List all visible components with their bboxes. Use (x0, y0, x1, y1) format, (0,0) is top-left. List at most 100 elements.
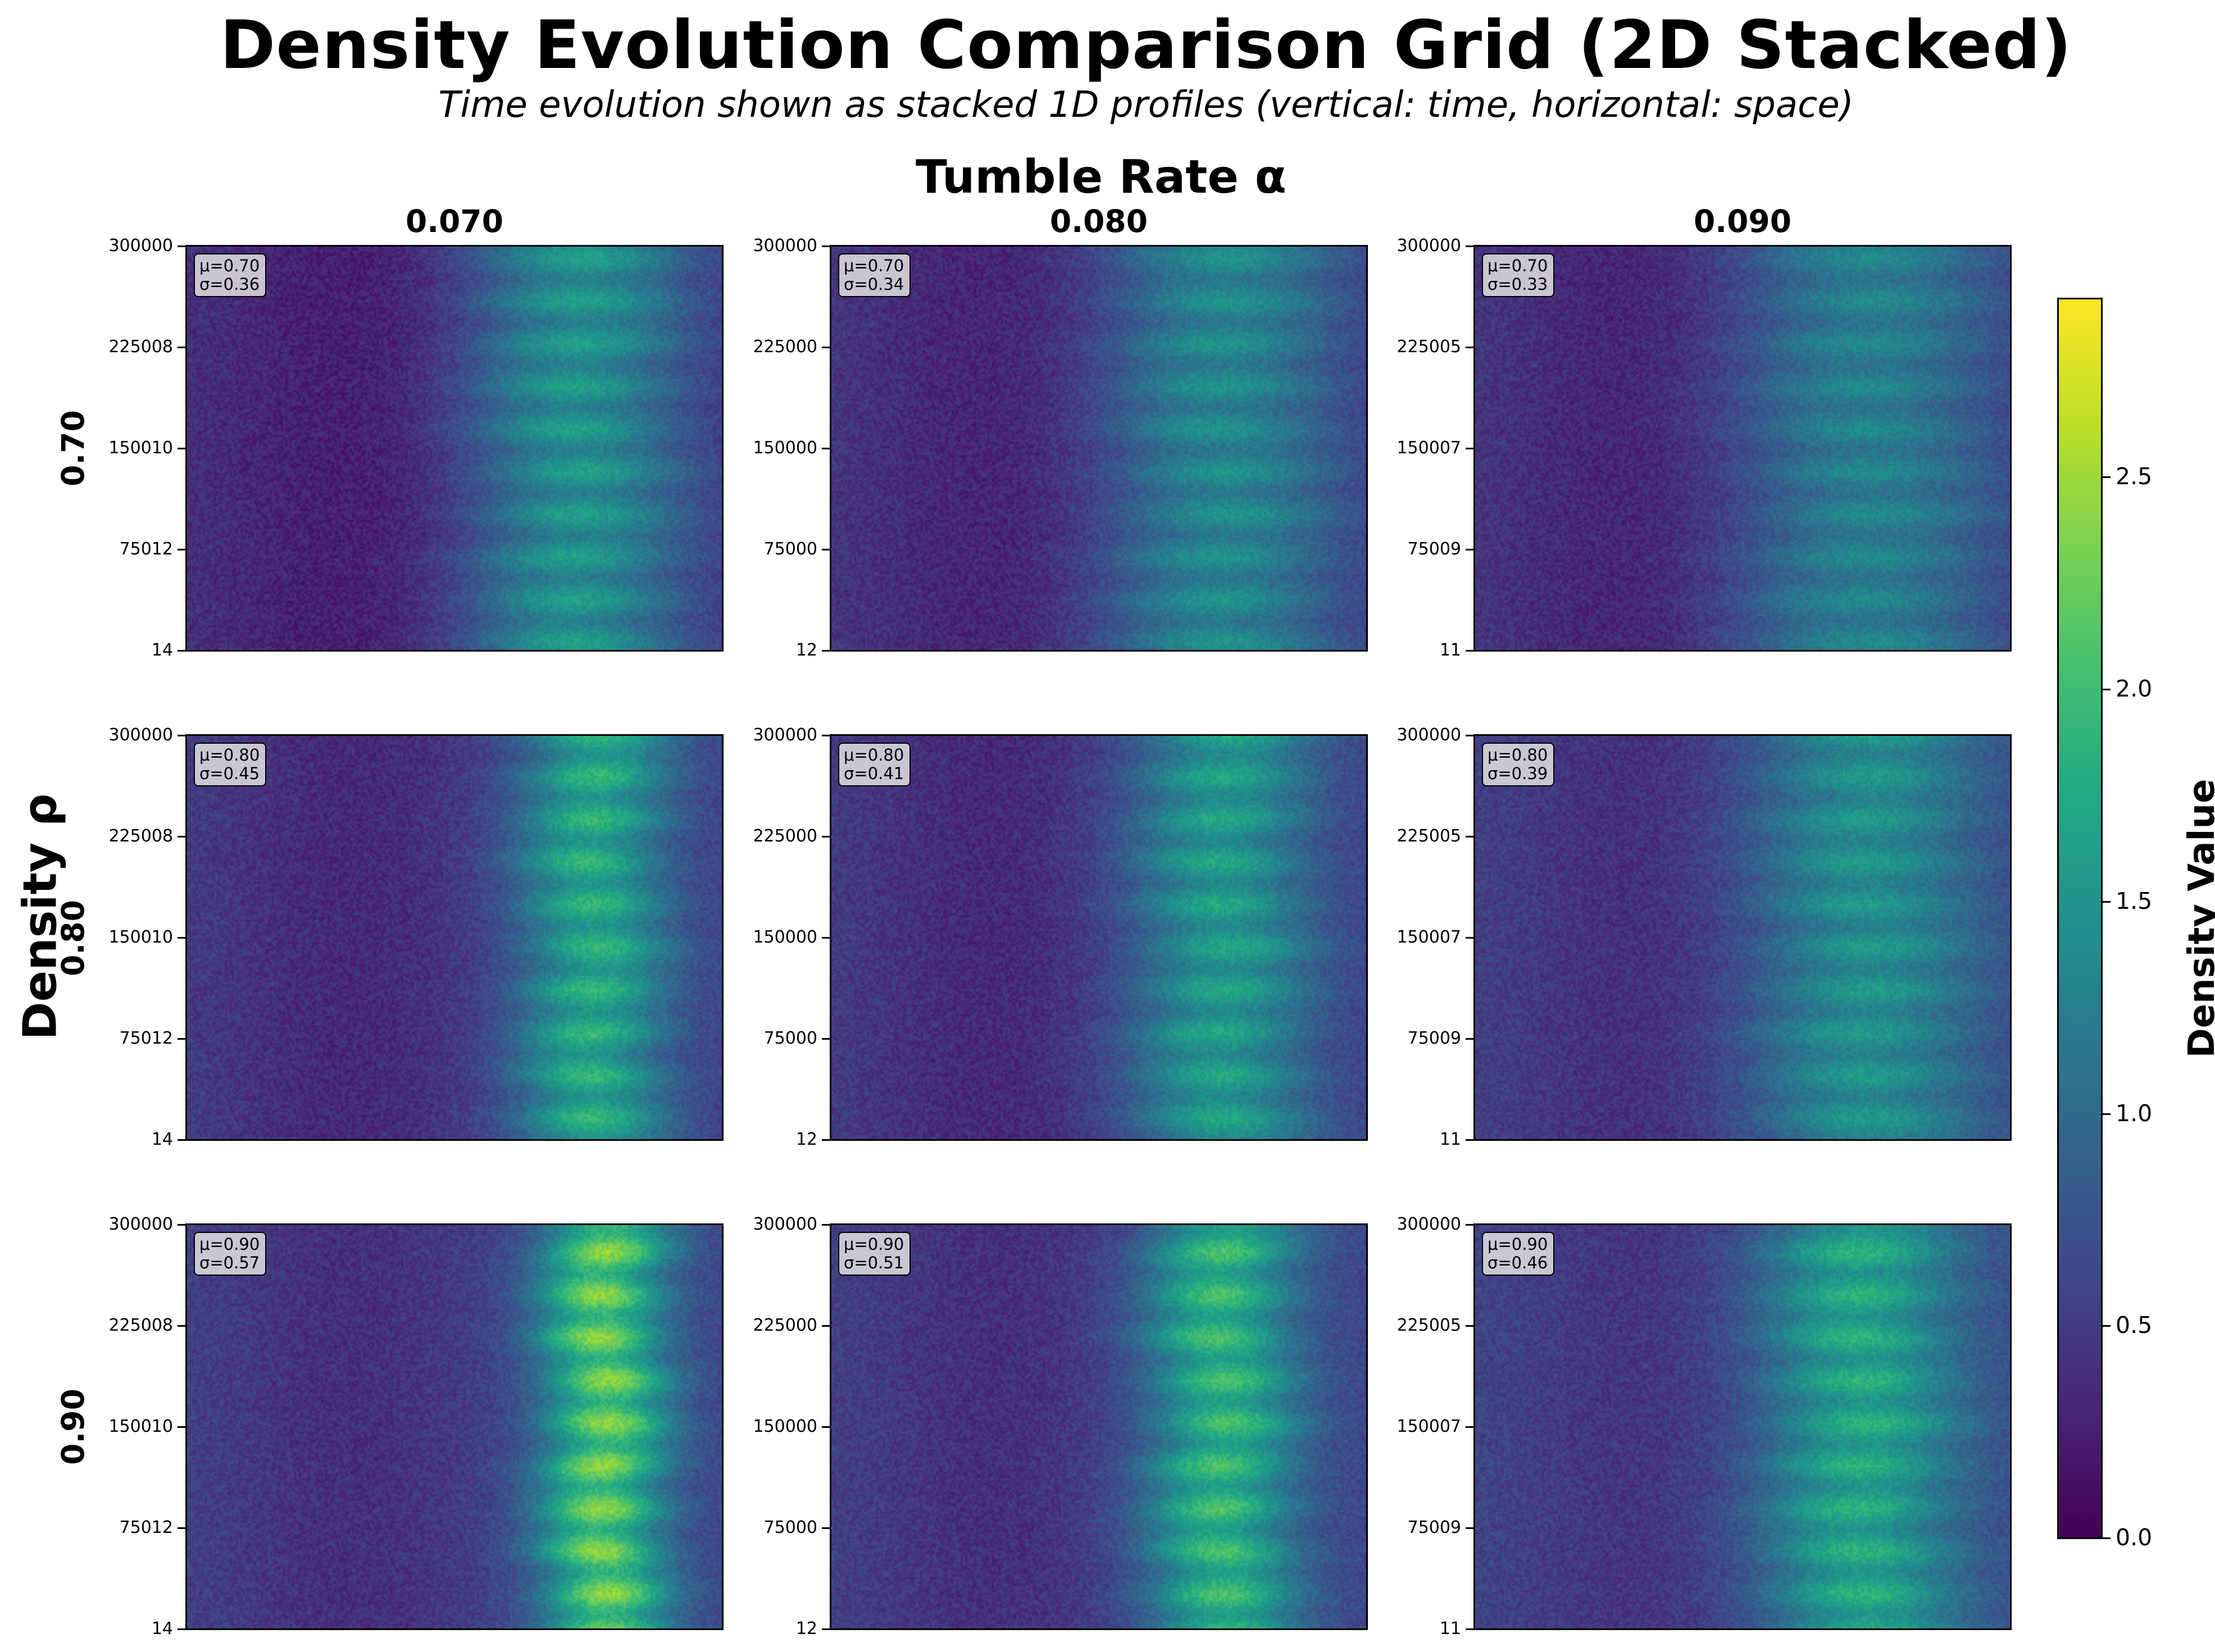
stats-annotation: μ=0.70 σ=0.33 (1482, 253, 1555, 297)
heatmap-panel-r3-c3: μ=0.90 σ=0.46 (1473, 1223, 2012, 1630)
y-tick-mark (822, 650, 830, 652)
y-tick-label: 75000 (763, 539, 817, 559)
y-tick-label: 300000 (753, 236, 817, 256)
colorbar-tick-label: 2.5 (2116, 463, 2153, 490)
heatmap-panel-r2-c3: μ=0.80 σ=0.39 (1473, 734, 2012, 1141)
y-tick-label: 225008 (108, 337, 173, 357)
stat-std: σ=0.45 (199, 764, 260, 783)
heatmap-panel-r1-c3: μ=0.70 σ=0.33 (1473, 245, 2012, 652)
y-tick-mark (822, 1038, 830, 1040)
y-tick-mark (1466, 937, 1473, 939)
colorbar-tick-label: 1.0 (2116, 1099, 2153, 1127)
y-tick-label: 150000 (753, 1417, 817, 1436)
heatmap-panel-r3-c2: μ=0.90 σ=0.51 (830, 1223, 1368, 1630)
y-tick-label: 75012 (119, 1518, 173, 1537)
y-tick-mark (178, 1139, 185, 1141)
colorbar-tick-mark (2103, 1113, 2111, 1115)
colorbar-tick-mark (2103, 476, 2111, 479)
y-tick-mark (822, 1527, 830, 1529)
y-tick-mark (178, 549, 185, 550)
colorbar-tick-label: 0.5 (2116, 1312, 2153, 1339)
y-tick-label: 300000 (753, 725, 817, 745)
y-tick-label: 11 (1439, 1619, 1461, 1639)
y-tick-label: 225000 (753, 337, 817, 357)
stats-annotation: μ=0.90 σ=0.51 (838, 1232, 911, 1276)
y-tick-label: 225000 (753, 826, 817, 846)
y-tick-label: 75009 (1407, 539, 1461, 559)
y-tick-mark (178, 1426, 185, 1428)
y-tick-label: 75012 (119, 539, 173, 559)
y-tick-label: 11 (1439, 640, 1461, 660)
y-tick-label: 300000 (1397, 236, 1461, 256)
y-tick-label: 75000 (763, 1028, 817, 1048)
y-tick-mark (178, 347, 185, 348)
y-tick-mark (1466, 549, 1473, 550)
y-tick-mark (178, 1325, 185, 1327)
heatmap-image (187, 1225, 722, 1628)
stats-annotation: μ=0.70 σ=0.36 (194, 253, 267, 297)
y-tick-label: 300000 (108, 1214, 173, 1234)
stat-std: σ=0.34 (844, 275, 904, 294)
y-tick-mark (822, 245, 830, 247)
colorbar-tick-mark (2103, 689, 2111, 691)
y-tick-mark (822, 1139, 830, 1141)
stat-mean: μ=0.80 (844, 745, 904, 764)
y-tick-mark (822, 1426, 830, 1428)
chart-subtitle: Time evolution shown as stacked 1D profi… (438, 84, 1854, 126)
y-tick-mark (822, 1628, 830, 1630)
stats-annotation: μ=0.70 σ=0.34 (838, 253, 911, 297)
y-tick-label: 300000 (108, 236, 173, 256)
y-tick-mark (1466, 1224, 1473, 1226)
y-tick-mark (1466, 650, 1473, 652)
y-tick-label: 75009 (1407, 1028, 1461, 1048)
y-tick-mark (178, 448, 185, 449)
y-tick-label: 14 (151, 640, 173, 660)
y-tick-label: 75012 (119, 1028, 173, 1048)
heatmap-image (831, 736, 1366, 1139)
column-super-label: Tumble Rate α (916, 151, 1286, 204)
y-tick-label: 75009 (1407, 1518, 1461, 1537)
heatmap-panel-r2-c1: μ=0.80 σ=0.45 (185, 734, 724, 1141)
heatmap-image (831, 247, 1366, 650)
colorbar-tick-mark (2103, 1325, 2111, 1327)
y-tick-mark (1466, 245, 1473, 247)
y-tick-label: 12 (795, 640, 817, 660)
y-tick-label: 14 (151, 1619, 173, 1639)
stat-std: σ=0.46 (1488, 1253, 1548, 1272)
stat-mean: μ=0.80 (1488, 745, 1548, 764)
y-tick-label: 150010 (108, 927, 173, 947)
y-tick-label: 225005 (1397, 826, 1461, 846)
stat-mean: μ=0.90 (1488, 1235, 1548, 1254)
y-tick-label: 75000 (763, 1518, 817, 1537)
y-tick-label: 225008 (108, 826, 173, 846)
y-tick-label: 225008 (108, 1316, 173, 1335)
column-header-3: 0.090 (1694, 203, 1791, 239)
y-tick-mark (1466, 448, 1473, 449)
y-tick-label: 300000 (1397, 725, 1461, 745)
stat-std: σ=0.39 (1488, 764, 1548, 783)
y-tick-mark (822, 735, 830, 736)
column-header-1: 0.070 (406, 203, 503, 239)
column-header-2: 0.080 (1050, 203, 1148, 239)
colorbar (2057, 298, 2103, 1539)
stat-mean: μ=0.70 (1488, 256, 1548, 275)
y-tick-label: 225005 (1397, 337, 1461, 357)
y-tick-mark (178, 1038, 185, 1040)
y-tick-label: 300000 (753, 1214, 817, 1234)
heatmap-panel-r3-c1: μ=0.90 σ=0.57 (185, 1223, 724, 1630)
y-tick-mark (178, 1527, 185, 1529)
y-tick-mark (178, 245, 185, 247)
y-tick-mark (1466, 836, 1473, 838)
heatmap-image (831, 1225, 1366, 1628)
y-tick-mark (822, 549, 830, 550)
y-tick-mark (822, 937, 830, 939)
y-tick-mark (822, 1224, 830, 1226)
stats-annotation: μ=0.80 σ=0.39 (1482, 743, 1555, 786)
y-tick-mark (1466, 1325, 1473, 1327)
stat-mean: μ=0.90 (844, 1235, 904, 1254)
heatmap-image (1475, 736, 2010, 1139)
stats-annotation: μ=0.80 σ=0.45 (194, 743, 267, 786)
y-tick-mark (1466, 1038, 1473, 1040)
y-tick-label: 11 (1439, 1130, 1461, 1149)
y-tick-mark (178, 1224, 185, 1226)
